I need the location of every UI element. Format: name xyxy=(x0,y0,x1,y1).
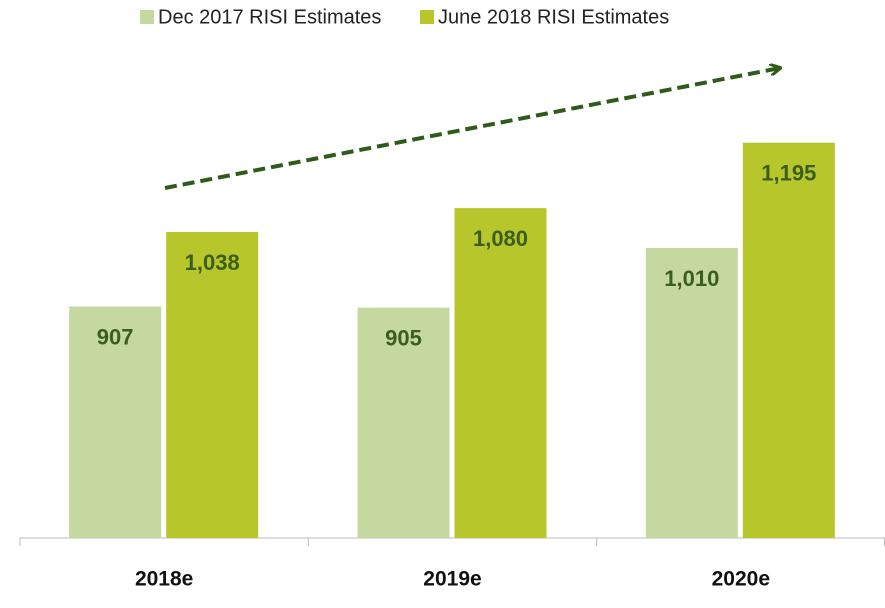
x-tick-label: 2020e xyxy=(712,568,770,591)
bar xyxy=(454,208,547,538)
data-label: 1,080 xyxy=(473,226,528,251)
data-label: 907 xyxy=(97,324,134,349)
bar xyxy=(742,142,835,538)
data-label: 1,010 xyxy=(664,266,719,291)
legend-label: Dec 2017 RISI Estimates xyxy=(158,6,381,28)
trend-arrow xyxy=(164,68,780,190)
legend-swatch xyxy=(420,10,434,24)
bar xyxy=(69,306,162,538)
legend-label: June 2018 RISI Estimates xyxy=(438,6,669,28)
data-label: 1,038 xyxy=(185,250,240,275)
data-label: 1,195 xyxy=(761,161,816,186)
legend-swatch xyxy=(140,10,154,24)
x-tick-label: 2018e xyxy=(135,568,193,591)
bar xyxy=(166,232,259,538)
bar xyxy=(357,307,450,538)
bar xyxy=(645,247,738,538)
data-label: 905 xyxy=(385,325,422,350)
x-tick-label: 2019e xyxy=(423,568,481,591)
